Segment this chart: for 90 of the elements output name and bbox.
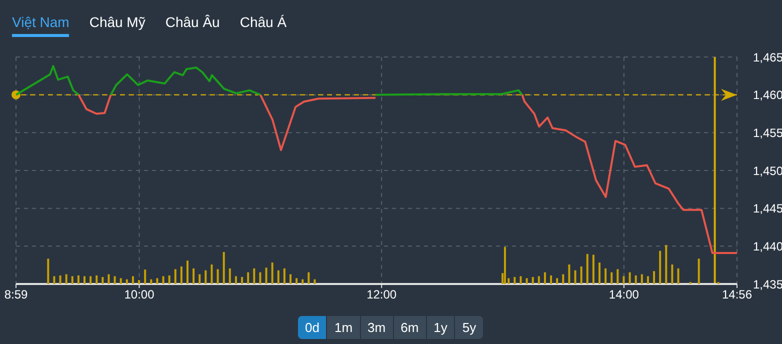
bar (47, 258, 50, 284)
bar (216, 269, 219, 284)
text: 1y (426, 316, 454, 339)
bar (65, 274, 68, 284)
text: Châu Á (240, 14, 287, 32)
bar (108, 274, 110, 284)
bar (677, 268, 680, 284)
bar (174, 269, 176, 284)
bar (640, 274, 643, 284)
bar (241, 276, 244, 284)
text: 6m (392, 316, 426, 339)
bar (698, 258, 700, 284)
bar (628, 272, 631, 284)
x-tick-label: 14:56 (722, 288, 752, 302)
text: 0d (298, 316, 326, 339)
bar (289, 274, 292, 284)
bar (538, 276, 540, 284)
bar (71, 276, 74, 284)
bar (180, 266, 182, 284)
bar (126, 279, 128, 284)
bar (144, 270, 146, 284)
text: Việt Nam (12, 14, 70, 37)
bar (659, 250, 662, 284)
bar (192, 268, 195, 284)
bar (504, 246, 506, 284)
bar (532, 276, 534, 284)
bar (120, 278, 122, 284)
bar (265, 268, 268, 284)
text: 1m (326, 316, 360, 339)
bar (514, 276, 516, 284)
text: Châu Mỹ (89, 14, 146, 32)
bar (634, 275, 637, 284)
bar (610, 272, 613, 284)
bar (544, 272, 546, 284)
bar (96, 275, 98, 284)
text: 3m (360, 316, 393, 339)
bar (162, 276, 164, 284)
bar (150, 279, 152, 284)
x-tick-label: 12:00 (366, 288, 397, 302)
bar (296, 278, 298, 284)
bar (77, 275, 80, 284)
bar (616, 269, 619, 284)
x-tick-label: 14:00 (608, 288, 640, 302)
text: 5y (454, 316, 484, 339)
bar (247, 272, 250, 284)
bar (520, 276, 522, 284)
bar (222, 252, 225, 284)
bar (568, 264, 570, 284)
bar (234, 276, 237, 284)
bar (302, 279, 304, 284)
bar (53, 276, 56, 284)
bar (156, 278, 158, 284)
bar (586, 254, 588, 284)
bar (186, 260, 188, 284)
bar (114, 276, 116, 284)
bar (277, 270, 280, 284)
bar (198, 274, 201, 284)
bar (592, 254, 594, 284)
bar (90, 276, 92, 284)
bar (204, 270, 207, 284)
bar (210, 264, 213, 284)
bar (665, 245, 668, 284)
bar (283, 268, 286, 284)
x-tick-label: 8:59 (4, 288, 28, 302)
bar (168, 275, 170, 284)
bar (653, 271, 656, 284)
bar (646, 276, 649, 284)
bar (556, 278, 558, 284)
bar (604, 268, 607, 284)
bar (622, 276, 625, 284)
bar (308, 272, 310, 284)
bar (259, 272, 262, 284)
bar (102, 276, 104, 284)
bar (59, 275, 62, 284)
bar (580, 266, 582, 284)
bar (598, 262, 600, 284)
x-tick-label: 10:00 (124, 288, 155, 302)
bar (138, 280, 140, 284)
bar (314, 279, 316, 284)
bar (562, 274, 564, 284)
bar (132, 276, 134, 284)
bar (526, 278, 528, 284)
bar (550, 275, 552, 284)
bar (83, 276, 86, 284)
text: Châu Âu (165, 14, 220, 32)
bar (253, 268, 256, 284)
bar (671, 264, 674, 284)
bar (271, 262, 274, 284)
bar (574, 270, 576, 284)
bar (228, 268, 231, 284)
